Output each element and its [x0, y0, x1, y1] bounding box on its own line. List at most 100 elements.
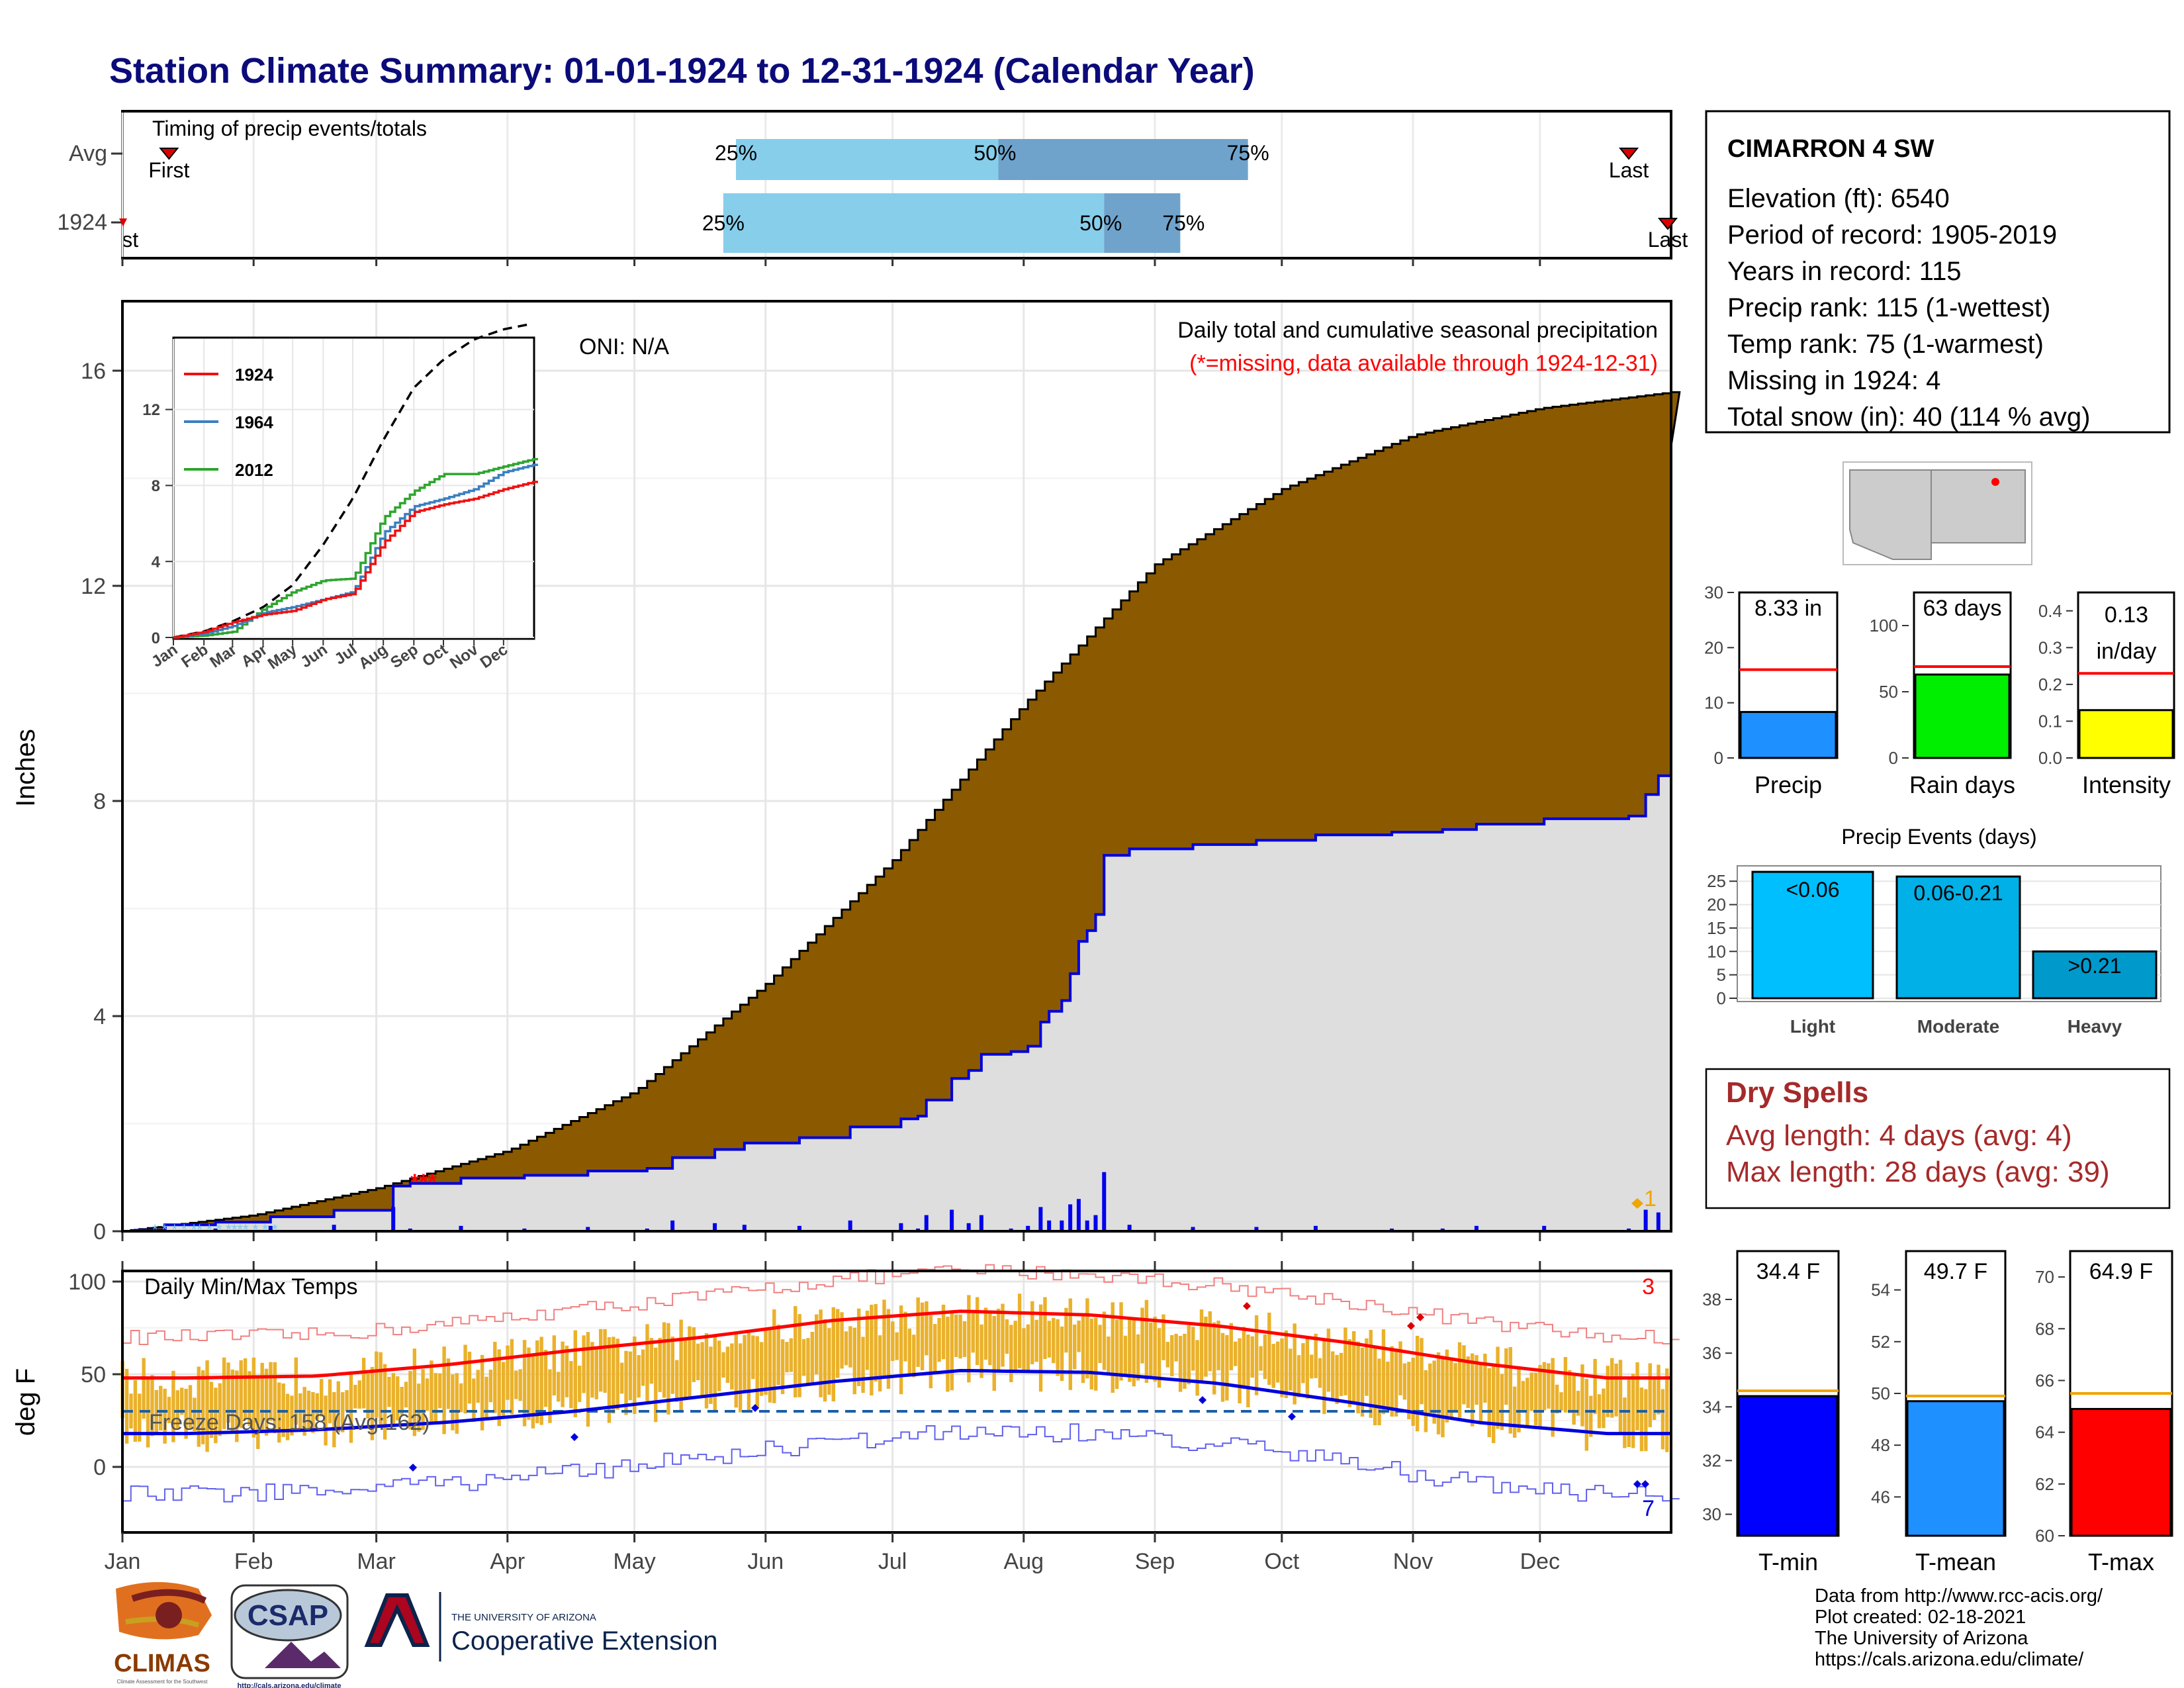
daily-temp-bar — [345, 1390, 349, 1412]
intensity-value: 0.13 — [2105, 602, 2148, 628]
daily-temp-bar — [1377, 1358, 1381, 1426]
climas-subtext: Climate Assessment for the Southwest — [117, 1679, 208, 1685]
daily-temp-bar — [239, 1360, 243, 1429]
ua-logo: THE UNIVERSITY OF ARIZONA Cooperative Ex… — [364, 1592, 717, 1662]
daily-precip-bar — [1026, 1225, 1030, 1231]
axis-tick: 5 — [1717, 965, 1726, 985]
daily-temp-bar — [1631, 1374, 1635, 1448]
daily-temp-bar — [815, 1314, 819, 1375]
daily-temp-bar — [357, 1380, 361, 1409]
daily-temp-bar — [1606, 1366, 1610, 1417]
csap-url: http://cals.arizona.edu/climate — [237, 1682, 341, 1688]
precip-events-title: Precip Events (days) — [1841, 825, 2036, 849]
daily-temp-bar — [146, 1379, 150, 1448]
daily-temp-bar — [569, 1361, 573, 1409]
station-name: CIMARRON 4 SW — [1727, 135, 1934, 163]
daily-temp-bar — [1390, 1346, 1394, 1417]
daily-temp-bar — [1644, 1389, 1648, 1452]
daily-temp-bar — [218, 1383, 222, 1436]
record-markers — [409, 1302, 1649, 1488]
axis-tick: 46 — [1871, 1487, 1890, 1507]
daily-temp-bar — [180, 1387, 184, 1415]
daily-temp-bar — [438, 1373, 442, 1409]
daily-temp-bar — [1614, 1363, 1618, 1417]
daily-temp-bar — [264, 1368, 269, 1436]
daily-temp-bar — [251, 1357, 256, 1438]
daily-temp-bar — [1132, 1319, 1136, 1387]
tmax-chart: 60 62 64 66 68 70 — [2035, 1250, 2173, 1546]
daily-temp-bar — [1161, 1314, 1165, 1360]
daily-temp-bar — [1500, 1374, 1504, 1430]
daily-temp-bar — [1360, 1347, 1365, 1417]
daily-temp-bar — [1220, 1333, 1225, 1402]
daily-temp-bar — [937, 1318, 941, 1362]
daily-temp-bar — [1026, 1324, 1030, 1373]
axis-tick: 0 — [1717, 988, 1726, 1008]
pe-light-label: <0.06 — [1786, 878, 1840, 902]
daily-precip-bar — [1047, 1220, 1052, 1231]
daily-precip-bar — [1627, 1228, 1631, 1231]
daily-temp-bar — [806, 1338, 810, 1385]
daily-temp-bar — [1351, 1331, 1356, 1405]
daily-temp-bar — [328, 1379, 332, 1424]
daily-temp-bars — [120, 1293, 1669, 1452]
timing-bar-avg-lower — [736, 139, 999, 180]
daily-temp-bar — [1098, 1325, 1102, 1364]
freeze-days-label: Freeze Days: 158 (Avg:162) — [149, 1410, 430, 1435]
daily-temp-bar — [1275, 1341, 1280, 1383]
daily-temp-bar — [1386, 1361, 1390, 1408]
daily-temp-bar — [269, 1362, 273, 1421]
daily-temp-bar — [1547, 1363, 1551, 1409]
tmax-label: T-max — [2088, 1548, 2154, 1575]
daily-temp-bar — [577, 1366, 582, 1402]
daily-temp-bar — [1250, 1336, 1254, 1378]
daily-temp-bar — [594, 1347, 598, 1399]
daily-temp-bar — [175, 1390, 180, 1429]
daily-temp-bar — [1238, 1338, 1242, 1403]
tmin-value: 34.4 F — [1756, 1259, 1820, 1284]
daily-temp-bar — [907, 1329, 912, 1375]
daily-temp-bar — [1466, 1356, 1471, 1409]
daily-precip-bar — [1656, 1212, 1661, 1231]
daily-temp-bar — [205, 1360, 209, 1452]
daily-temp-bar — [865, 1310, 870, 1370]
daily-temp-bar — [256, 1376, 260, 1449]
daily-temp-bar — [430, 1360, 433, 1423]
daily-temp-bar — [235, 1370, 239, 1442]
daily-temp-bar — [349, 1371, 353, 1443]
daily-precip-bars — [133, 1172, 1661, 1231]
axis-tick: 36 — [1702, 1343, 1721, 1363]
daily-precip-bar — [1542, 1225, 1547, 1231]
daily-temp-bar — [925, 1301, 929, 1356]
temp-ytick-0: 0 — [93, 1455, 106, 1480]
daily-temp-bar — [1394, 1348, 1398, 1417]
month-label: Feb — [234, 1549, 273, 1574]
month-label: Apr — [490, 1549, 525, 1574]
tmax-value: 64.9 F — [2089, 1259, 2153, 1284]
daily-temp-bar — [1144, 1299, 1149, 1383]
daily-temp-bar — [150, 1375, 154, 1436]
temp-bars-group: 30 32 34 36 38 46 48 50 52 54 60 62 64 66 68 70 34.4 … — [1702, 1250, 2173, 1575]
daily-temp-bar — [557, 1372, 561, 1402]
daily-temp-bar — [1056, 1319, 1060, 1376]
daily-temp-bar — [1471, 1353, 1475, 1427]
daily-precip-bar — [1060, 1220, 1064, 1231]
daily-temp-bar — [590, 1342, 594, 1398]
daily-temp-bar — [1263, 1334, 1267, 1380]
daily-temp-bar — [167, 1397, 171, 1423]
axis-tick: 30 — [1704, 583, 1723, 602]
daily-temp-bar — [1381, 1329, 1386, 1415]
precip-bars-group: 0 10 20 30 0 50 100 0.0 0.1 0.2 0.3 0.4 8.33 in 6… — [1704, 583, 2175, 798]
daily-temp-bar — [294, 1357, 298, 1425]
daily-temp-bar — [988, 1312, 992, 1366]
daily-temp-bar — [361, 1358, 366, 1409]
daily-temp-bar — [408, 1370, 412, 1430]
daily-temp-bar — [1339, 1352, 1343, 1396]
avg-last-marker — [1618, 148, 1639, 160]
axis-tick: 25 — [1707, 871, 1726, 891]
daily-temp-bar — [455, 1373, 459, 1434]
daily-temp-bar — [138, 1393, 142, 1442]
precip-events-chart: Precip Events (days) 0 5 10 15 20 25 <0.06 0.… — [1707, 825, 2161, 1037]
daily-temp-bar — [1204, 1316, 1208, 1377]
